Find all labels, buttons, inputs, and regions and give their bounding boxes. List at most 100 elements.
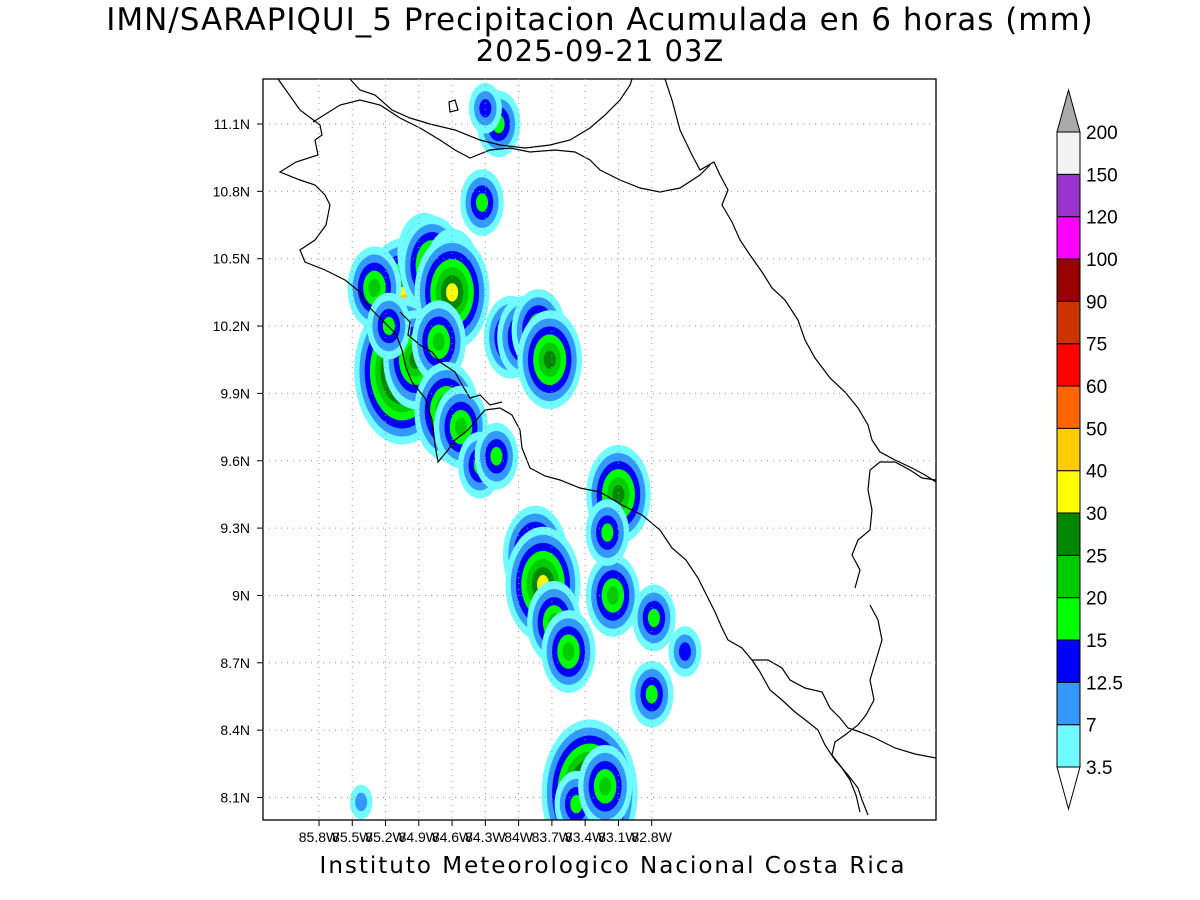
lat-tick-label: 9.6N bbox=[220, 453, 250, 469]
lat-tick-label: 10.8N bbox=[213, 183, 250, 199]
plot-frame bbox=[262, 78, 937, 821]
island bbox=[448, 99, 459, 113]
lon-tick-label: 82.8W bbox=[631, 829, 672, 845]
colorbar-label: 20 bbox=[1086, 589, 1107, 610]
coastline-nicoya bbox=[399, 311, 503, 406]
lat-tick-label: 9N bbox=[232, 587, 250, 603]
lat-tick-label: 10.5N bbox=[213, 251, 250, 267]
country-border bbox=[312, 99, 711, 193]
colorbar-swatch bbox=[1056, 681, 1081, 726]
colorbar-swatch bbox=[1056, 258, 1081, 302]
colorbar-swatch bbox=[1056, 300, 1081, 345]
lon-tick-label: 85.2W bbox=[365, 829, 406, 845]
precip-contour bbox=[355, 792, 368, 812]
colorbar-swatch bbox=[1056, 724, 1081, 768]
colorbar-label: 60 bbox=[1086, 377, 1107, 398]
precip-cell bbox=[468, 82, 502, 134]
lat-tick-label: 8.4N bbox=[220, 722, 250, 738]
lon-tick-label: 83.7W bbox=[532, 829, 573, 845]
lon-tick-label: 84.3W bbox=[465, 829, 506, 845]
precip-contour bbox=[476, 193, 489, 212]
colorbar-swatch bbox=[1056, 343, 1081, 387]
colorbar-swatch bbox=[1056, 216, 1081, 260]
precip-cell bbox=[668, 626, 702, 677]
colorbar-swatch bbox=[1056, 554, 1081, 599]
colorbar-label: 90 bbox=[1086, 292, 1107, 313]
lon-tick-label: 84.9W bbox=[399, 829, 440, 845]
colorbar-label: 200 bbox=[1086, 123, 1118, 144]
colorbar-arrow-bottom bbox=[1056, 766, 1081, 811]
coastline bbox=[277, 79, 936, 816]
precip-contour bbox=[454, 417, 467, 437]
colorbar-swatch bbox=[1056, 639, 1081, 683]
colorbar-swatch bbox=[1056, 131, 1081, 175]
colorbar-label: 40 bbox=[1086, 462, 1107, 483]
colorbar-label: 12.5 bbox=[1086, 673, 1123, 694]
precip-contour bbox=[678, 642, 691, 661]
colorbar-label: 75 bbox=[1086, 335, 1107, 356]
colorbar-label: 7 bbox=[1086, 716, 1097, 737]
precip-cell bbox=[411, 300, 466, 384]
longitude-axis: 85.8W85.5W85.2W84.9W84.6W84.3W84W83.7W83… bbox=[299, 820, 673, 845]
colorbar-label: 3.5 bbox=[1086, 758, 1112, 779]
precip-contour bbox=[612, 485, 625, 504]
latitude-axis: 11.1N 10.8N 10.5N 10.2N 9.9N 9.6N 9.3N 9N 8.7N 8.… bbox=[213, 116, 263, 806]
precip-cell bbox=[585, 499, 630, 566]
precip-contour bbox=[647, 608, 660, 628]
lake-nicaragua bbox=[349, 79, 633, 149]
precip-contour bbox=[601, 523, 614, 542]
precip-cell bbox=[349, 784, 373, 820]
map-timestamp: 2025-09-21 03Z bbox=[475, 34, 725, 68]
colorbar-label: 150 bbox=[1086, 165, 1118, 186]
colorbar-swatch bbox=[1056, 385, 1081, 429]
precip-cell bbox=[578, 744, 633, 820]
colorbar-label: 30 bbox=[1086, 504, 1107, 525]
colorbar-swatch bbox=[1056, 512, 1081, 556]
footer-credit: Instituto Meteorologico Nacional Costa R… bbox=[319, 853, 907, 879]
lat-tick-label: 11.1N bbox=[214, 116, 250, 132]
colorbar-swatch bbox=[1056, 470, 1081, 514]
colorbar-label: 50 bbox=[1086, 419, 1107, 440]
lat-tick-label: 9.9N bbox=[220, 385, 250, 401]
colorbar-swatch bbox=[1056, 597, 1081, 641]
lon-tick-label: 85.5W bbox=[332, 829, 373, 845]
lat-tick-label: 9.3N bbox=[220, 520, 250, 536]
colorbar-swatch bbox=[1056, 173, 1081, 218]
precip-cell bbox=[474, 422, 519, 490]
lon-tick-label: 83.4W bbox=[565, 829, 606, 845]
precip-contour bbox=[432, 332, 445, 351]
lon-tick-label: 83.1W bbox=[598, 829, 639, 845]
precip-contour bbox=[368, 278, 381, 298]
precipitation-field bbox=[347, 82, 702, 820]
lon-tick-label: 84.6W bbox=[432, 829, 473, 845]
colorbar-label: 15 bbox=[1086, 631, 1107, 652]
precip-cell bbox=[632, 584, 676, 652]
lon-tick-label: 84W bbox=[504, 829, 534, 845]
colorbar-swatch bbox=[1056, 427, 1081, 472]
precip-contour bbox=[645, 685, 658, 704]
coastline-north bbox=[277, 79, 936, 759]
colorbar-label: 100 bbox=[1086, 250, 1118, 271]
precip-contour bbox=[606, 586, 619, 605]
lon-tick-label: 85.8W bbox=[299, 829, 340, 845]
precip-contour bbox=[562, 642, 575, 661]
colorbar-label: 25 bbox=[1086, 546, 1107, 567]
coastline-east bbox=[664, 79, 936, 483]
precip-cell bbox=[541, 610, 596, 693]
precip-cell bbox=[517, 310, 582, 410]
coastline-panama bbox=[831, 604, 883, 813]
panama-border bbox=[851, 461, 936, 589]
precip-cell bbox=[585, 554, 640, 637]
lat-tick-label: 8.1N bbox=[220, 790, 250, 806]
precip-contour bbox=[479, 99, 492, 118]
lat-tick-label: 8.7N bbox=[220, 655, 250, 671]
precip-contour bbox=[490, 447, 503, 466]
coastline-osa bbox=[751, 659, 869, 816]
precip-cell bbox=[460, 169, 504, 236]
lat-tick-label: 10.2N bbox=[213, 318, 250, 334]
colorbar-arrow-top bbox=[1056, 88, 1081, 133]
precip-cell bbox=[629, 660, 674, 728]
precip-contour bbox=[599, 777, 612, 796]
precip-contour bbox=[570, 795, 583, 814]
